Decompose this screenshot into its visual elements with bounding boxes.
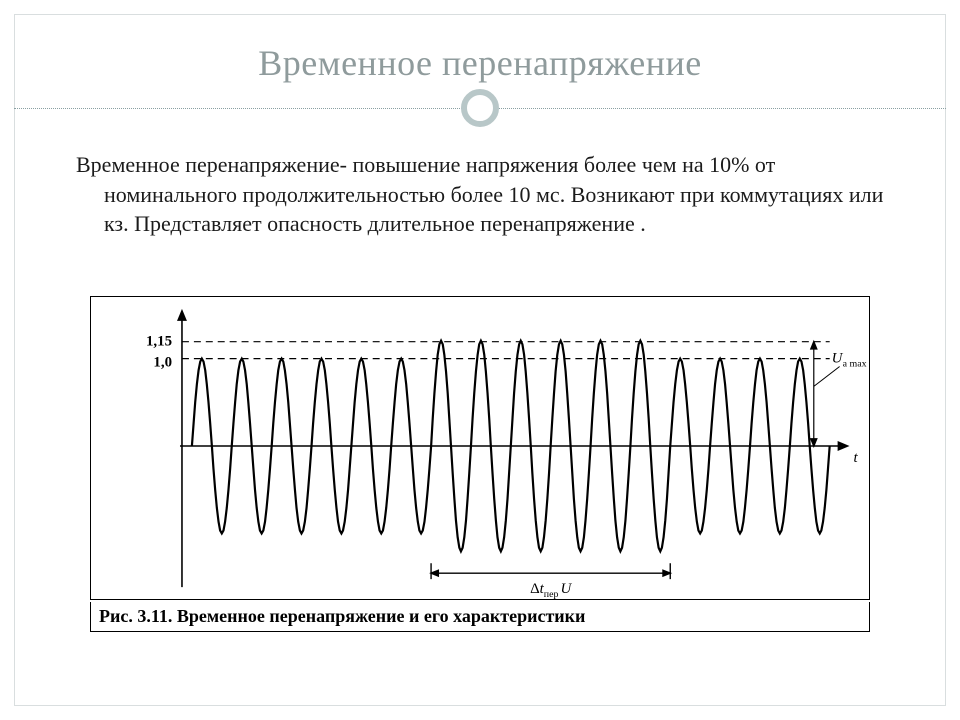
- caption-prefix: Рис. 3.11.: [99, 606, 172, 626]
- figure-svg: t1,151,0Ua maxΔtперU: [91, 297, 869, 599]
- slide: Временное перенапряжение Временное перен…: [0, 0, 960, 720]
- paragraph: Временное перенапряжение- повышение напр…: [76, 150, 900, 239]
- svg-text:1,0: 1,0: [153, 355, 172, 371]
- caption-text: Временное перенапряжение и его характери…: [177, 606, 586, 626]
- slide-title: Временное перенапряжение: [0, 42, 960, 84]
- ring-icon: [461, 89, 499, 127]
- figure-caption: Рис. 3.11. Временное перенапряжение и ег…: [90, 602, 870, 632]
- svg-text:ΔtперU: ΔtперU: [530, 581, 572, 599]
- body-text: Временное перенапряжение- повышение напр…: [76, 150, 900, 239]
- figure: t1,151,0Ua maxΔtперU: [90, 296, 870, 600]
- svg-text:a max: a max: [843, 359, 867, 370]
- svg-text:1,15: 1,15: [146, 334, 172, 350]
- svg-text:t: t: [854, 450, 859, 466]
